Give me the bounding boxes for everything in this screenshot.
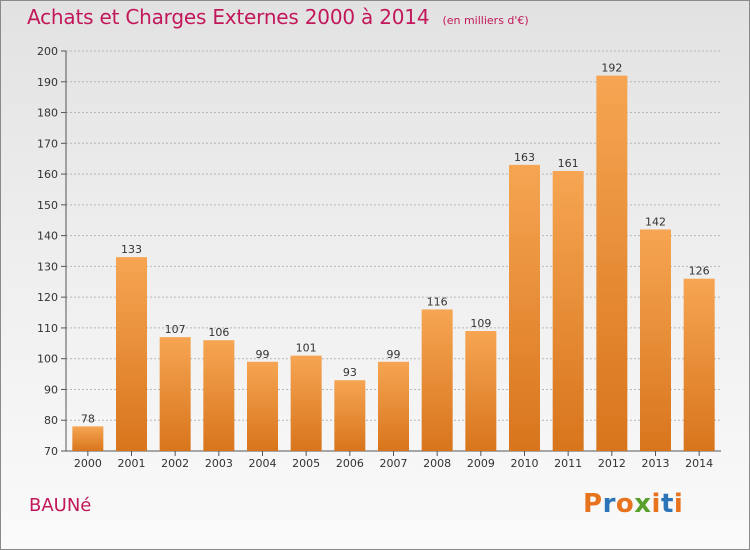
bar — [247, 361, 278, 451]
logo-letter: t — [660, 489, 674, 519]
data-label: 161 — [558, 157, 579, 170]
bar — [378, 361, 409, 451]
data-label: 78 — [81, 412, 95, 425]
proxiti-logo: Proxiti — [583, 489, 683, 519]
data-label: 192 — [601, 62, 622, 75]
x-tick-label: 2006 — [336, 457, 364, 470]
y-tick-label: 110 — [37, 322, 58, 335]
data-label: 99 — [387, 348, 401, 361]
x-tick-label: 2004 — [249, 457, 277, 470]
y-tick-label: 130 — [37, 260, 58, 273]
chart-unit: (en milliers d'€) — [442, 14, 529, 27]
x-tick-label: 2012 — [598, 457, 626, 470]
bar — [72, 426, 104, 451]
y-tick-label: 150 — [37, 199, 58, 212]
x-tick-label: 2013 — [642, 457, 670, 470]
bar — [596, 75, 628, 451]
logo-letter: i — [673, 489, 684, 519]
x-tick-label: 2002 — [161, 457, 189, 470]
bar — [509, 164, 540, 451]
bar — [116, 257, 147, 451]
x-tick-label: 2003 — [205, 457, 233, 470]
data-label: 133 — [121, 243, 142, 256]
data-label: 126 — [689, 265, 710, 278]
y-tick-label: 200 — [37, 45, 58, 58]
y-tick-label: 190 — [37, 76, 58, 89]
x-tick-label: 2005 — [292, 457, 320, 470]
y-tick-label: 140 — [37, 230, 58, 243]
logo-letter: r — [602, 489, 616, 519]
x-tick-label: 2009 — [467, 457, 495, 470]
y-tick-label: 180 — [37, 107, 58, 120]
y-tick-label: 90 — [44, 383, 58, 396]
data-label: 163 — [514, 151, 535, 164]
commune-name: BAUNé — [29, 495, 92, 516]
y-tick-label: 160 — [37, 168, 58, 181]
x-tick-label: 2011 — [554, 457, 582, 470]
chart-title: Achats et Charges Externes 2000 à 2014 — [27, 5, 430, 29]
logo-letter: P — [583, 489, 603, 519]
bar — [552, 171, 584, 451]
bar — [203, 340, 235, 451]
data-label: 101 — [296, 342, 317, 355]
bar — [290, 355, 322, 451]
data-label: 99 — [256, 348, 270, 361]
logo-letter: i — [651, 489, 661, 519]
bar — [159, 337, 191, 451]
bar — [640, 229, 671, 451]
bar — [465, 331, 497, 451]
data-label: 109 — [470, 317, 491, 330]
y-tick-label: 120 — [37, 291, 58, 304]
x-tick-label: 2010 — [511, 457, 539, 470]
y-tick-label: 170 — [37, 137, 58, 150]
data-label: 93 — [343, 366, 357, 379]
logo-letter: o — [615, 489, 635, 519]
data-label: 142 — [645, 215, 666, 228]
x-tick-label: 2008 — [423, 457, 451, 470]
x-tick-label: 2007 — [380, 457, 408, 470]
x-tick-label: 2001 — [118, 457, 146, 470]
bar — [683, 278, 715, 451]
data-label: 106 — [208, 326, 229, 339]
y-tick-label: 100 — [37, 353, 58, 366]
data-label: 116 — [427, 295, 448, 308]
bar — [334, 380, 366, 451]
logo-letter: x — [634, 489, 652, 519]
title-row: Achats et Charges Externes 2000 à 2014 (… — [27, 5, 529, 29]
y-tick-label: 80 — [44, 414, 58, 427]
x-tick-label: 2014 — [685, 457, 713, 470]
bar — [421, 309, 453, 451]
x-tick-label: 2000 — [74, 457, 102, 470]
data-label: 107 — [165, 323, 186, 336]
y-tick-label: 70 — [44, 445, 58, 458]
